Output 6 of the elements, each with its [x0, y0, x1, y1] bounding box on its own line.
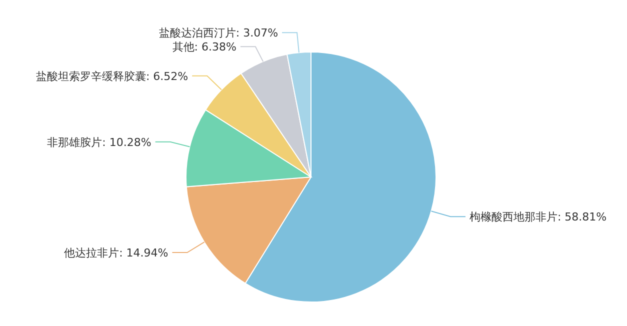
slice-label: 非那雄胺片: 10.28%: [47, 136, 152, 149]
slice-label: 枸橼酸西地那非片: 58.81%: [469, 210, 607, 224]
slice-label: 盐酸坦索罗辛缓释胶囊: 6.52%: [36, 70, 188, 83]
slice-label: 他达拉非片: 14.94%: [64, 246, 168, 260]
slice-label: 盐酸达泊西汀片: 3.07%: [158, 26, 278, 40]
slice-label: 其他: 6.38%: [172, 40, 236, 54]
